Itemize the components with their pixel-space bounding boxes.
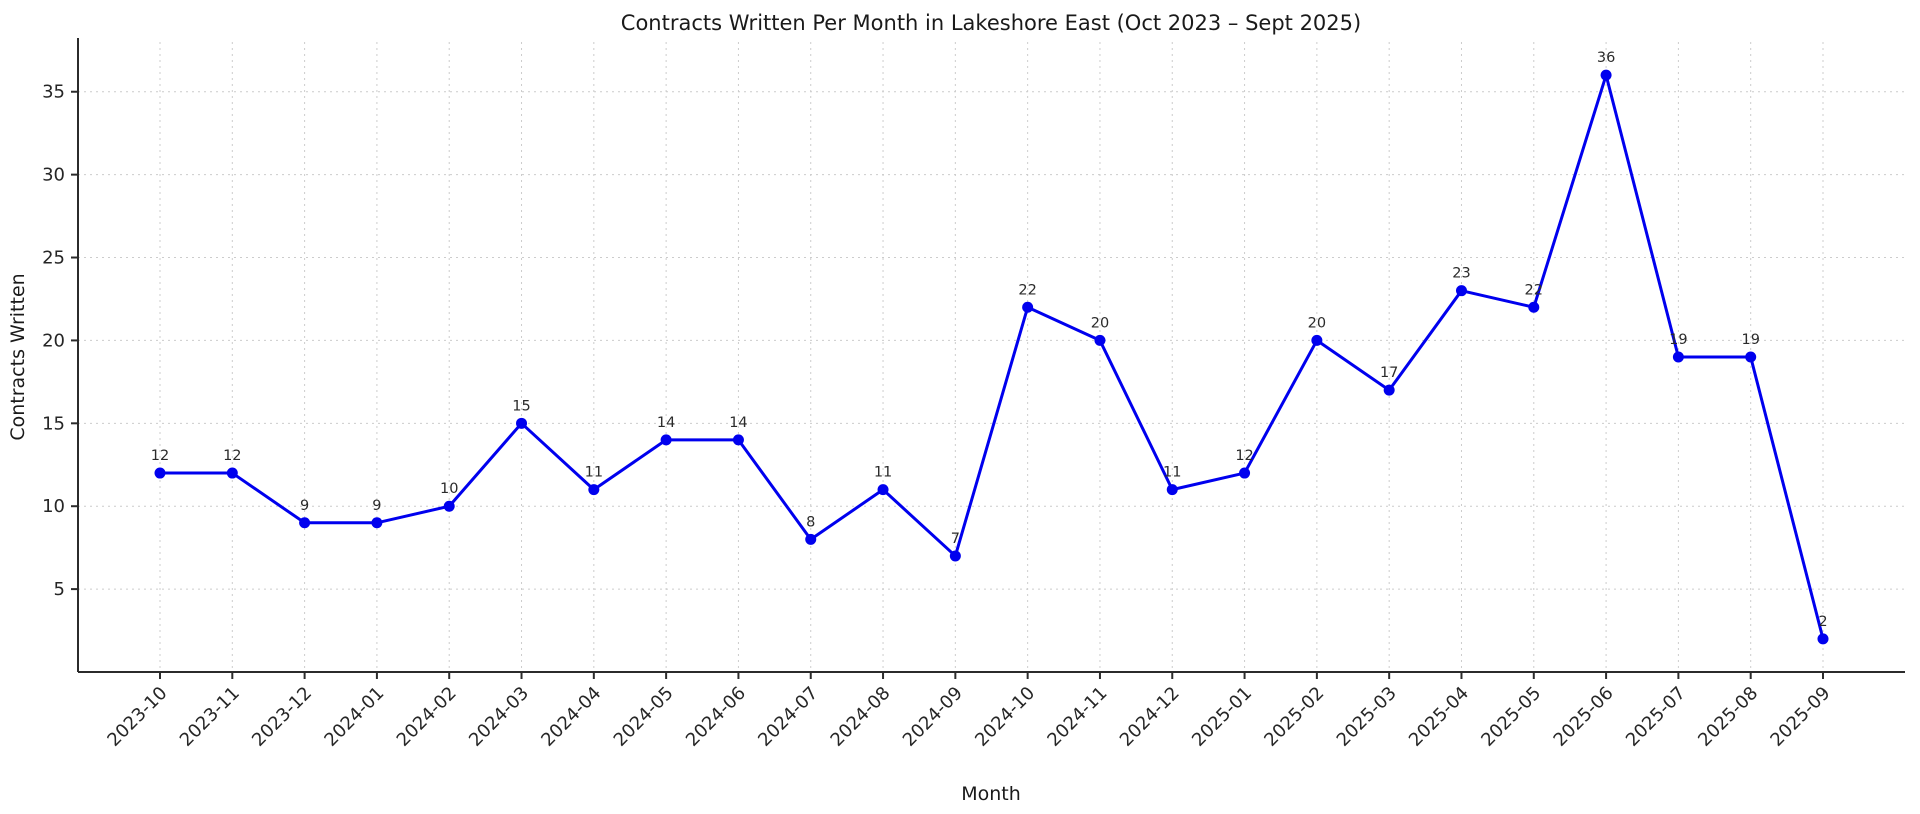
x-tick-label: 2024-01 — [320, 683, 388, 751]
value-label: 20 — [1308, 315, 1326, 331]
x-tick-label: 2023-12 — [248, 683, 316, 751]
data-point-marker — [1094, 334, 1106, 346]
data-point-marker — [371, 517, 383, 529]
x-tick-label: 2025-08 — [1694, 683, 1762, 751]
x-tick-label: 2025-06 — [1550, 683, 1618, 751]
data-point-marker — [1166, 484, 1178, 496]
value-label: 8 — [806, 514, 815, 530]
x-tick-label: 2025-09 — [1766, 683, 1834, 751]
value-label: 12 — [223, 448, 241, 464]
value-label: 22 — [1525, 282, 1543, 298]
value-label: 11 — [1163, 465, 1181, 481]
x-tick-label: 2024-06 — [682, 683, 750, 751]
y-tick-label: 25 — [42, 248, 65, 269]
data-point-marker — [154, 467, 166, 479]
x-tick-label: 2024-10 — [971, 683, 1039, 751]
data-point-marker — [1600, 69, 1612, 81]
value-label: 12 — [151, 448, 169, 464]
value-label: 22 — [1018, 282, 1036, 298]
value-label: 9 — [300, 498, 309, 514]
value-label: 36 — [1597, 50, 1615, 66]
data-point-marker — [1528, 301, 1540, 313]
data-point-marker — [660, 434, 672, 446]
x-tick-label: 2025-04 — [1405, 683, 1473, 751]
x-tick-label: 2024-04 — [537, 683, 605, 751]
value-label: 11 — [874, 465, 892, 481]
data-point-marker — [588, 484, 600, 496]
value-label: 17 — [1380, 365, 1398, 381]
data-point-marker — [805, 533, 817, 545]
data-point-marker — [1672, 351, 1684, 363]
x-tick-label: 2025-05 — [1477, 683, 1545, 751]
value-label: 19 — [1669, 332, 1687, 348]
value-label: 14 — [657, 415, 675, 431]
x-tick-label: 2024-03 — [465, 683, 533, 751]
y-tick-label: 20 — [42, 330, 65, 351]
value-label: 23 — [1452, 266, 1470, 282]
value-label: 9 — [372, 498, 381, 514]
value-label: 7 — [951, 531, 960, 547]
y-tick-label: 35 — [42, 82, 65, 103]
data-point-marker — [949, 550, 961, 562]
x-tick-label: 2024-09 — [899, 683, 967, 751]
data-point-marker — [1311, 334, 1323, 346]
x-tick-label: 2024-07 — [754, 683, 822, 751]
data-point-marker — [1239, 467, 1251, 479]
data-line — [158, 73, 1825, 641]
x-tick-label: 2025-01 — [1188, 683, 1256, 751]
value-label: 14 — [729, 415, 747, 431]
x-tick-label: 2024-12 — [1116, 683, 1184, 751]
x-axis-label: Month — [961, 783, 1021, 805]
value-label: 20 — [1091, 315, 1109, 331]
value-label: 12 — [1235, 448, 1253, 464]
value-label: 15 — [512, 398, 530, 414]
data-point-marker — [1745, 351, 1757, 363]
y-tick-label: 30 — [42, 165, 65, 186]
data-point-marker — [299, 517, 311, 529]
value-label: 19 — [1741, 332, 1759, 348]
x-tick-label: 2025-07 — [1622, 683, 1690, 751]
value-label: 2 — [1818, 614, 1827, 630]
data-point-marker — [516, 417, 528, 429]
y-tick-label: 10 — [42, 496, 65, 517]
x-tick-label: 2025-02 — [1260, 683, 1328, 751]
data-point-marker — [877, 484, 889, 496]
data-point-marker — [1383, 384, 1395, 396]
y-tick-label: 15 — [42, 413, 65, 434]
y-axis-label: Contracts Written — [7, 273, 29, 440]
chart-title: Contracts Written Per Month in Lakeshore… — [621, 11, 1361, 35]
value-label: 10 — [440, 481, 458, 497]
data-point-marker — [226, 467, 238, 479]
x-tick-label: 2024-11 — [1043, 683, 1111, 751]
value-label: 11 — [585, 465, 603, 481]
x-tick-label: 2023-11 — [176, 683, 244, 751]
x-tick-label: 2024-08 — [827, 683, 895, 751]
x-tick-label: 2023-10 — [103, 683, 171, 751]
x-tick-label: 2024-02 — [393, 683, 461, 751]
x-tick-label: 2025-03 — [1333, 683, 1401, 751]
data-point-marker — [1022, 301, 1034, 313]
data-point-marker — [443, 500, 455, 512]
y-tick-label: 5 — [54, 579, 65, 600]
x-tick-label: 2024-05 — [610, 683, 678, 751]
data-point-marker — [732, 434, 744, 446]
data-point-marker — [1817, 633, 1829, 645]
data-point-marker — [1455, 285, 1467, 297]
